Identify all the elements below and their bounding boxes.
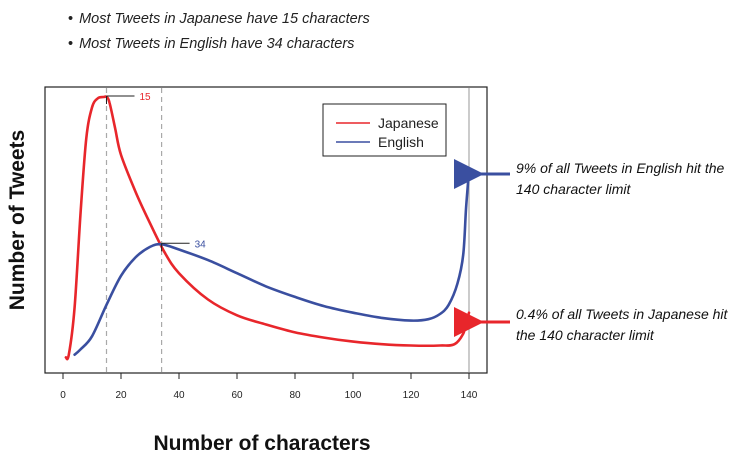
plot-frame: [44, 86, 488, 374]
x-tick-label: 0: [60, 390, 66, 401]
x-tick-label: 80: [289, 390, 301, 401]
x-axis-label: Number of characters: [153, 432, 371, 455]
series-line-japanese: [64, 95, 471, 361]
legend-label-english: English: [378, 134, 424, 150]
annotation-english-limit: 9% of all Tweets in English hit the 140 …: [516, 158, 746, 200]
annotation-english-text: 9% of all Tweets in English hit the 140 …: [516, 160, 725, 197]
notes-list: Most Tweets in Japanese have 15 characte…: [68, 8, 370, 58]
note-japanese: Most Tweets in Japanese have 15 characte…: [68, 8, 370, 33]
x-tick-label: 40: [173, 390, 185, 401]
x-tick-label: 140: [461, 390, 478, 401]
legend: Japanese English: [322, 103, 447, 157]
annotation-japanese-limit: 0.4% of all Tweets in Japanese hit the 1…: [516, 304, 748, 346]
annotation-japanese-text: 0.4% of all Tweets in Japanese hit the 1…: [516, 306, 728, 343]
peak-label: 15: [140, 92, 152, 103]
x-axis-ticks: 0 20 40 60 80 100 120 140: [60, 373, 478, 401]
x-tick-label: 20: [115, 390, 127, 401]
note-english: Most Tweets in English have 34 character…: [68, 33, 370, 58]
peak-label: 34: [195, 239, 207, 250]
series-line-english: [73, 169, 471, 356]
series-lines: [64, 95, 471, 361]
legend-label-japanese: Japanese: [378, 115, 439, 131]
legend-box: [322, 103, 447, 157]
x-tick-label: 60: [231, 390, 243, 401]
x-tick-label: 100: [345, 390, 362, 401]
x-tick-label: 120: [403, 390, 420, 401]
